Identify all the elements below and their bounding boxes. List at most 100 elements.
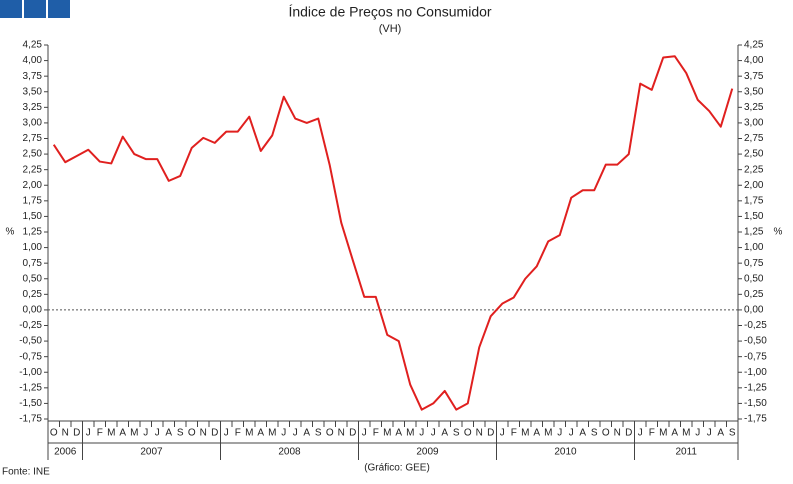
y-tick-label: 0,25 <box>23 289 43 300</box>
x-tick-label: M <box>521 428 529 439</box>
y2-tick-label: 3,50 <box>744 86 764 97</box>
x-tick-label: J <box>155 428 160 439</box>
data-line <box>52 55 734 411</box>
x-tick-label: J <box>281 428 286 439</box>
y2-tick-label: 2,00 <box>744 180 764 191</box>
x-tick-label: N <box>338 428 345 439</box>
year-label: 2010 <box>554 447 577 458</box>
y-tick-label: 0,75 <box>23 258 43 269</box>
y2-tick-label: 1,25 <box>744 227 764 238</box>
y2-tick-label: 0,50 <box>744 273 764 284</box>
source: Fonte: INE <box>2 467 50 478</box>
x-tick-label: A <box>257 428 264 439</box>
x-tick-label: J <box>707 428 712 439</box>
x-tick-label: A <box>671 428 678 439</box>
x-tick-label: S <box>729 428 736 439</box>
x-tick-label: A <box>533 428 540 439</box>
x-tick-label: J <box>557 428 562 439</box>
x-tick-label: M <box>406 428 414 439</box>
y-tick-label: 2,00 <box>23 180 43 191</box>
y2-tick-label: 3,25 <box>744 102 764 113</box>
y-tick-label: 3,50 <box>23 86 43 97</box>
x-tick-label: J <box>362 428 367 439</box>
y2-tick-label: 3,00 <box>744 118 764 129</box>
y2-tick-label: 2,75 <box>744 133 764 144</box>
y-tick-label: -1,00 <box>19 367 42 378</box>
y-tick-label: 4,25 <box>23 40 43 51</box>
y-tick-label: 1,00 <box>23 242 43 253</box>
x-tick-label: O <box>464 428 472 439</box>
x-tick-label: O <box>326 428 334 439</box>
y-tick-label: 2,75 <box>23 133 43 144</box>
y-tick-label: -1,75 <box>19 414 42 425</box>
y2-tick-label: -0,75 <box>744 351 767 362</box>
x-tick-label: M <box>682 428 690 439</box>
x-tick-label: J <box>500 428 505 439</box>
x-tick-label: J <box>419 428 424 439</box>
y-axis-label: % <box>6 227 15 238</box>
y-tick-label: -1,50 <box>19 398 42 409</box>
y-tick-label: 2,25 <box>23 164 43 175</box>
y2-tick-label: 0,75 <box>744 258 764 269</box>
x-tick-label: D <box>349 428 356 439</box>
y2-tick-label: 1,50 <box>744 211 764 222</box>
x-tick-label: M <box>130 428 138 439</box>
y-tick-label: -0,50 <box>19 336 42 347</box>
x-tick-label: S <box>453 428 460 439</box>
logo-square <box>0 0 22 18</box>
y2-tick-label: 2,25 <box>744 164 764 175</box>
y2-tick-label: 2,50 <box>744 149 764 160</box>
x-tick-label: N <box>476 428 483 439</box>
y-tick-label: -0,75 <box>19 351 42 362</box>
x-tick-label: D <box>625 428 632 439</box>
y-tick-label: 2,50 <box>23 149 43 160</box>
x-tick-label: F <box>511 428 517 439</box>
x-tick-label: M <box>659 428 667 439</box>
x-tick-label: M <box>268 428 276 439</box>
x-tick-label: D <box>487 428 494 439</box>
x-tick-label: F <box>649 428 655 439</box>
x-tick-label: J <box>695 428 700 439</box>
x-tick-label: F <box>235 428 241 439</box>
y-tick-label: 1,50 <box>23 211 43 222</box>
x-tick-label: J <box>224 428 229 439</box>
y2-tick-label: -0,50 <box>744 336 767 347</box>
y-tick-label: 4,00 <box>23 55 43 66</box>
y2-tick-label: 0,25 <box>744 289 764 300</box>
logo-square <box>48 0 70 18</box>
year-label: 2006 <box>54 447 77 458</box>
x-tick-label: N <box>62 428 69 439</box>
y-tick-label: 3,00 <box>23 118 43 129</box>
x-tick-label: A <box>165 428 172 439</box>
x-tick-label: J <box>293 428 298 439</box>
chart-title: Índice de Preços no Consumidor <box>288 4 491 20</box>
y-tick-label: 3,75 <box>23 71 43 82</box>
y2-tick-label: 1,00 <box>744 242 764 253</box>
y2-tick-label: -1,25 <box>744 382 767 393</box>
x-tick-label: S <box>315 428 322 439</box>
x-tick-label: S <box>177 428 184 439</box>
y2-tick-label: 3,75 <box>744 71 764 82</box>
x-tick-label: O <box>602 428 610 439</box>
x-tick-label: M <box>245 428 253 439</box>
y2-tick-label: 1,75 <box>744 195 764 206</box>
y-tick-label: 1,75 <box>23 195 43 206</box>
y-tick-label: 0,50 <box>23 273 43 284</box>
x-tick-label: J <box>431 428 436 439</box>
year-label: 2011 <box>675 447 697 458</box>
x-tick-label: M <box>107 428 115 439</box>
year-label: 2007 <box>140 447 163 458</box>
logo-square <box>24 0 46 18</box>
y2-tick-label: 4,25 <box>744 40 764 51</box>
x-tick-label: A <box>303 428 310 439</box>
x-tick-label: S <box>591 428 598 439</box>
y-tick-label: 3,25 <box>23 102 43 113</box>
note: (Gráfico: GEE) <box>364 463 430 474</box>
x-tick-label: A <box>441 428 448 439</box>
year-label: 2009 <box>416 447 439 458</box>
year-label: 2008 <box>278 447 301 458</box>
x-tick-label: F <box>97 428 103 439</box>
y2-tick-label: 0,00 <box>744 305 764 316</box>
y-tick-label: -1,25 <box>19 382 42 393</box>
y2-tick-label: -1,75 <box>744 414 767 425</box>
